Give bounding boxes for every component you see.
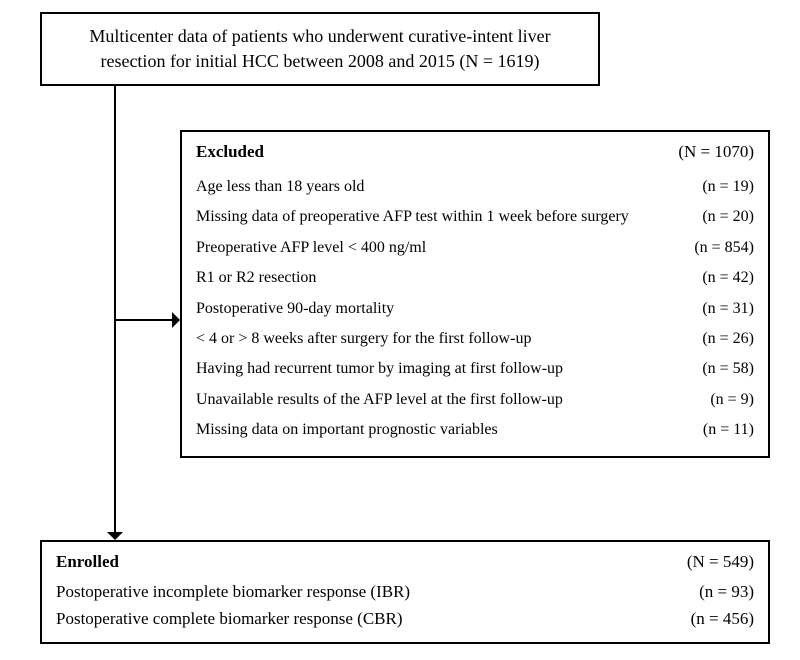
excluded-item-label: Missing data of preoperative AFP test wi… xyxy=(196,202,629,232)
excluded-item-count: (n = 26) xyxy=(702,324,754,354)
top-box: Multicenter data of patients who underwe… xyxy=(40,12,600,86)
excluded-item-count: (n = 20) xyxy=(702,202,754,232)
excluded-item-label: Missing data on important prognostic var… xyxy=(196,415,498,445)
excluded-title: Excluded xyxy=(196,142,264,162)
excluded-item-label: Age less than 18 years old xyxy=(196,172,364,202)
excluded-item-count: (n = 9) xyxy=(710,385,754,415)
excluded-item-label: Preoperative AFP level < 400 ng/ml xyxy=(196,233,426,263)
excluded-item-count: (n = 11) xyxy=(703,415,754,445)
excluded-item: Postoperative 90-day mortality (n = 31) xyxy=(196,294,754,324)
excluded-item: R1 or R2 resection (n = 42) xyxy=(196,263,754,293)
excluded-item: Preoperative AFP level < 400 ng/ml (n = 8… xyxy=(196,233,754,263)
excluded-item-label: R1 or R2 resection xyxy=(196,263,316,293)
excluded-item-count: (n = 31) xyxy=(702,294,754,324)
enrolled-item-label: Postoperative incomplete biomarker respo… xyxy=(56,578,410,605)
enrolled-item-count: (n = 93) xyxy=(699,578,754,605)
enrolled-item-label: Postoperative complete biomarker respons… xyxy=(56,605,403,632)
enrolled-box: Enrolled (N = 549) Postoperative incompl… xyxy=(40,540,770,644)
excluded-item-count: (n = 854) xyxy=(694,233,754,263)
excluded-total: (N = 1070) xyxy=(678,142,754,162)
excluded-item-count: (n = 58) xyxy=(702,354,754,384)
enrolled-item: Postoperative complete biomarker respons… xyxy=(56,605,754,632)
excluded-item-label: Having had recurrent tumor by imaging at… xyxy=(196,354,563,384)
enrolled-items-list: Postoperative incomplete biomarker respo… xyxy=(56,578,754,632)
excluded-item-count: (n = 42) xyxy=(702,263,754,293)
excluded-item-label: < 4 or > 8 weeks after surgery for the f… xyxy=(196,324,531,354)
excluded-box: Excluded (N = 1070) Age less than 18 yea… xyxy=(180,130,770,458)
excluded-item: Missing data on important prognostic var… xyxy=(196,415,754,445)
enrolled-title: Enrolled xyxy=(56,552,119,572)
excluded-item: < 4 or > 8 weeks after surgery for the f… xyxy=(196,324,754,354)
excluded-item: Age less than 18 years old (n = 19) xyxy=(196,172,754,202)
excluded-items-list: Age less than 18 years old (n = 19) Missin… xyxy=(196,172,754,446)
excluded-item-label: Unavailable results of the AFP level at … xyxy=(196,385,563,415)
excluded-item-count: (n = 19) xyxy=(702,172,754,202)
enrolled-title-row: Enrolled (N = 549) xyxy=(56,552,754,572)
excluded-item: Missing data of preoperative AFP test wi… xyxy=(196,202,754,232)
excluded-item: Unavailable results of the AFP level at … xyxy=(196,385,754,415)
excluded-title-row: Excluded (N = 1070) xyxy=(196,142,754,162)
excluded-item: Having had recurrent tumor by imaging at… xyxy=(196,354,754,384)
enrolled-item: Postoperative incomplete biomarker respo… xyxy=(56,578,754,605)
enrolled-item-count: (n = 456) xyxy=(691,605,754,632)
excluded-item-label: Postoperative 90-day mortality xyxy=(196,294,394,324)
top-box-text: Multicenter data of patients who underwe… xyxy=(89,26,550,71)
enrolled-total: (N = 549) xyxy=(687,552,754,572)
